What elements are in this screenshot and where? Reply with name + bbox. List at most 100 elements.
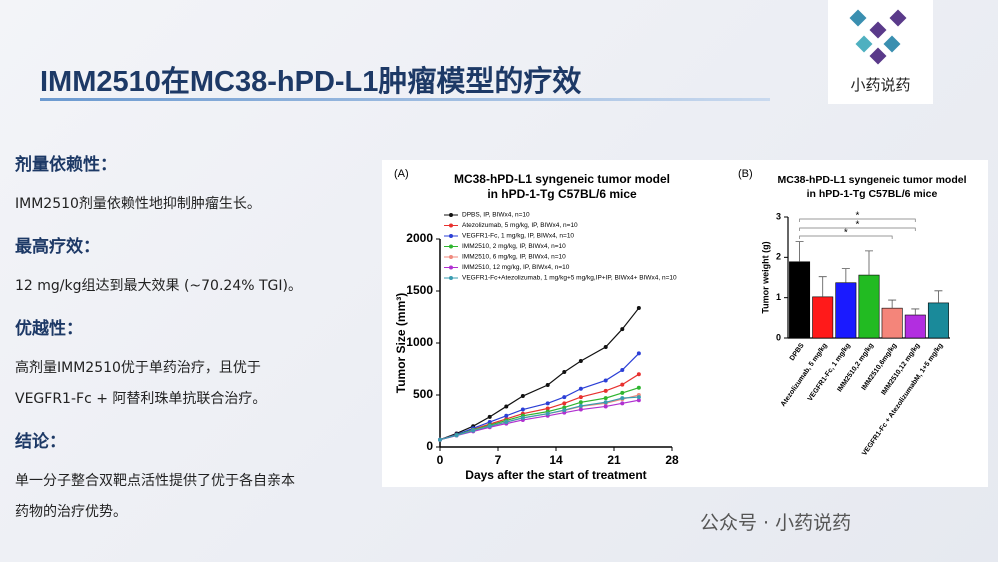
x-tick-label: 0 (437, 453, 444, 467)
x-tick-label: 7 (495, 453, 502, 467)
series-line (439, 307, 640, 441)
point (520, 415, 525, 420)
charts: (A) MC38-hPD-L1 syngeneic tumor model in h… (382, 160, 988, 487)
error-bar (911, 308, 920, 316)
legend-label: Atezolizumab, 5 mg/kg, IP, BIWx4, n=10 (462, 222, 578, 229)
y-tick-label: 2 (776, 252, 781, 262)
logo: 小药说药 (828, 0, 933, 104)
bar (927, 302, 949, 339)
point (603, 388, 608, 393)
legend-label: DPBS, IP, BIWx4, n=10 (462, 212, 530, 219)
legend-marker (449, 255, 453, 259)
body-line: 单一分子整合双靶点活性提供了优于各自亲本 (15, 473, 295, 489)
point (545, 406, 550, 411)
point (504, 404, 509, 409)
significance-bracket (799, 235, 893, 239)
series-line (439, 352, 640, 441)
point (578, 407, 583, 412)
point (578, 403, 583, 408)
significance-label: * (855, 211, 859, 222)
title-rule (40, 98, 770, 101)
bar (812, 296, 834, 339)
body-line: 12 mg/kg组达到最大效果 (~70.24% TGI)。 (15, 278, 302, 294)
significance-bracket (799, 218, 916, 222)
error-bar (934, 290, 943, 303)
section-body: 高剂量IMM2510优于单药治疗，且优于 VEGFR1-Fc + 阿替利珠单抗联合… (15, 353, 375, 415)
point (578, 400, 583, 405)
point (578, 386, 583, 391)
significance-label: * (844, 228, 848, 239)
point (438, 437, 442, 442)
legend-label: IMM2510, 6 mg/kg, IP, BIWx4, n=10 (462, 254, 566, 261)
point (562, 370, 567, 375)
body-line: IMM2510剂量依赖性地抑制肿瘤生长。 (15, 196, 261, 212)
point (520, 394, 525, 399)
logo-icon (849, 9, 907, 65)
body-line: 高剂量IMM2510优于单药治疗，且优于 (15, 360, 261, 376)
significance-label: * (855, 220, 859, 231)
legend-label: IMM2510, 2 mg/kg, IP, BIWx4, n=10 (462, 243, 566, 250)
error-bar (888, 299, 897, 309)
y-tick-label: 3 (776, 211, 781, 221)
bar (881, 307, 903, 339)
logo-text: 小药说药 (850, 76, 911, 94)
legend-marker (449, 265, 453, 270)
point (562, 401, 567, 406)
point (636, 351, 641, 356)
point (545, 411, 550, 416)
point (578, 395, 583, 400)
chart-title: MC38-hPD-L1 syngeneic tumor model (777, 174, 966, 186)
watermark: 公众号 · 小药说药 (700, 512, 852, 534)
point (487, 420, 492, 425)
y-tick-label: 2000 (406, 231, 433, 245)
section-heading: 剂量依赖性： (15, 155, 117, 175)
y-tick-label: 0 (426, 439, 433, 453)
significance-bracket (799, 227, 916, 231)
section-body: 单一分子整合双靶点活性提供了优于各自亲本 药物的治疗优势。 (15, 466, 375, 528)
body-line: 药物的治疗优势。 (15, 504, 127, 520)
point (620, 382, 625, 387)
point (603, 396, 608, 401)
point (620, 390, 625, 395)
y-tick-label: 1000 (406, 335, 433, 349)
y-axis-label: Tumor weight (g) (760, 241, 770, 313)
x-tick-label: Atezolizumab, 5 mg/kg (780, 342, 829, 408)
legend-label: IMM2510, 12 mg/kg, IP, BIWx4, n=10 (462, 264, 570, 271)
y-axis-label: Tumor Size (mm³) (394, 293, 408, 393)
chart-subtitle: in hPD-1-Tg C57BL/6 mice (807, 188, 938, 200)
legend-marker (449, 244, 453, 249)
text-column: 剂量依赖性： IMM2510剂量依赖性地抑制肿瘤生长。最高疗效： 12 mg/kg组… (15, 150, 375, 540)
point (578, 358, 583, 363)
bar (904, 314, 926, 339)
point (545, 383, 550, 388)
error-bar (795, 241, 804, 262)
panel-label: (A) (394, 168, 409, 180)
point (636, 395, 641, 400)
slide-title: IMM2510在MC38-hPD-L1肿瘤模型的疗效 (40, 66, 582, 98)
point (504, 420, 509, 425)
section-heading: 优越性： (15, 319, 83, 339)
point (636, 398, 641, 403)
y-tick-label: 500 (413, 387, 433, 401)
body-line: VEGFR1-Fc + 阿替利珠单抗联合治疗。 (15, 391, 267, 407)
bar (835, 282, 857, 339)
point (545, 401, 550, 406)
legend-marker (449, 213, 453, 217)
point (620, 368, 625, 373)
x-tick-label: VEGFR1-Fc, 1 mg/kg (807, 342, 852, 402)
y-tick-label: 0 (776, 332, 781, 342)
point (603, 404, 608, 409)
panel-label: (B) (738, 168, 753, 180)
point (520, 407, 525, 412)
legend-marker (449, 276, 453, 280)
chart-title: MC38-hPD-L1 syngeneic tumor model (454, 172, 670, 186)
point (603, 345, 608, 350)
legend-marker (449, 234, 453, 238)
bar (789, 261, 811, 339)
error-bar (841, 268, 850, 283)
point (454, 433, 459, 438)
section-heading: 最高疗效： (15, 237, 100, 257)
point (562, 395, 567, 400)
error-bar (865, 250, 873, 276)
